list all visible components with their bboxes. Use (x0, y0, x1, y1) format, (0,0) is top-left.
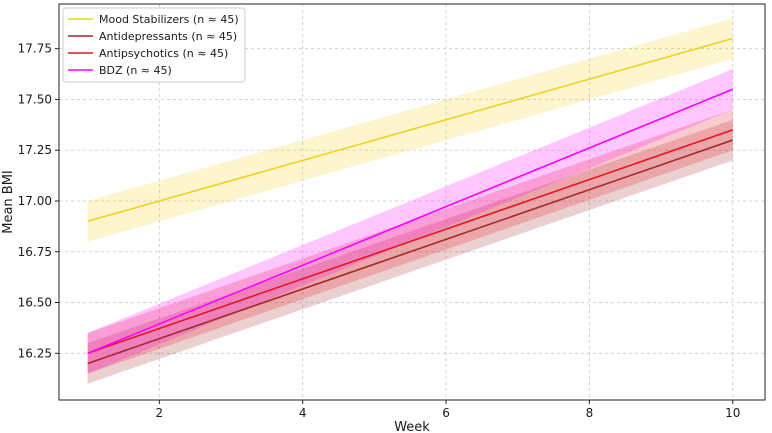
y-axis-ticks: 16.25 16.50 16.75 17.00 17.25 17.50 17.75 (18, 42, 59, 360)
y-tick-label: 17.50 (18, 92, 52, 106)
x-tick-label: 2 (156, 406, 164, 420)
legend-label: Mood Stabilizers (n ≈ 45) (99, 13, 239, 26)
legend-box (62, 7, 246, 83)
series-line (87, 139, 734, 365)
grid (59, 4, 765, 400)
series-line (87, 129, 734, 355)
x-tick-label: 6 (442, 406, 450, 420)
series-lines (87, 37, 734, 365)
plot-frame (58, 3, 766, 401)
series-line (87, 88, 734, 355)
x-tick-label: 4 (299, 406, 307, 420)
legend-label: Antipsychotics (n ≈ 45) (99, 47, 228, 60)
y-tick-label: 17.75 (18, 42, 52, 56)
legend-label: Antidepressants (n ≈ 45) (99, 30, 237, 43)
y-tick-label: 17.25 (18, 143, 52, 157)
x-axis-label: Week (394, 420, 430, 433)
x-axis-ticks: 2 4 6 8 10 (156, 400, 740, 420)
y-axis-label: Mean BMI (1, 170, 16, 234)
legend: Mood Stabilizers (n ≈ 45) Antidepressants… (62, 7, 246, 83)
y-tick-label: 16.25 (18, 346, 52, 360)
series-line (87, 37, 733, 223)
y-tick-label: 16.75 (18, 245, 52, 259)
x-tick-label: 10 (725, 406, 740, 420)
y-tick-label: 16.50 (18, 296, 52, 310)
legend-label: BDZ (n ≈ 45) (99, 64, 172, 77)
x-tick-label: 8 (586, 406, 594, 420)
y-tick-label: 17.00 (18, 194, 52, 208)
